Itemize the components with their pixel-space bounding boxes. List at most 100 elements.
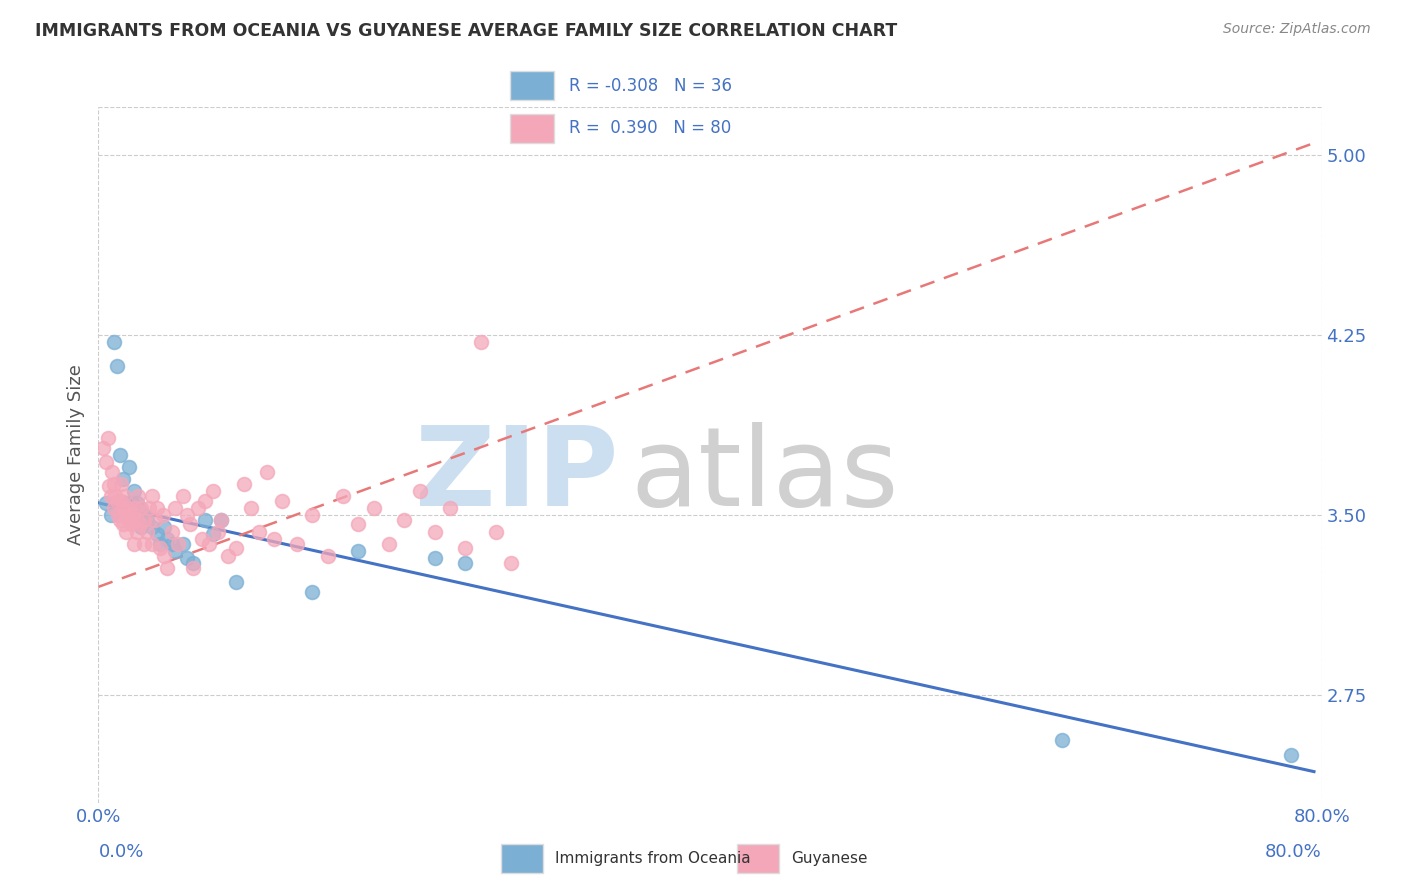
Point	[122, 537, 145, 551]
Point	[121, 508, 143, 522]
Point	[225, 541, 247, 556]
Point	[100, 508, 122, 522]
Point	[1279, 747, 1302, 762]
Point	[160, 537, 183, 551]
Point	[270, 493, 292, 508]
Point	[202, 527, 225, 541]
Point	[423, 524, 446, 539]
Point	[110, 476, 132, 491]
Point	[118, 500, 141, 515]
Point	[347, 517, 370, 532]
Point	[209, 513, 232, 527]
Point	[163, 544, 186, 558]
Point	[128, 517, 150, 532]
Point	[153, 520, 176, 534]
Point	[122, 483, 145, 498]
Point	[105, 359, 128, 373]
Point	[439, 500, 461, 515]
Point	[202, 483, 225, 498]
Point	[167, 537, 190, 551]
Point	[187, 500, 209, 515]
Point	[129, 500, 152, 515]
Text: 0.0%: 0.0%	[98, 843, 143, 861]
Point	[136, 513, 159, 527]
FancyBboxPatch shape	[737, 844, 779, 873]
Point	[110, 493, 132, 508]
Point	[152, 508, 174, 522]
Point	[108, 448, 131, 462]
FancyBboxPatch shape	[510, 114, 554, 143]
Point	[454, 556, 477, 570]
Point	[111, 472, 134, 486]
Text: IMMIGRANTS FROM OCEANIA VS GUYANESE AVERAGE FAMILY SIZE CORRELATION CHART: IMMIGRANTS FROM OCEANIA VS GUYANESE AVER…	[35, 22, 897, 40]
Point	[111, 517, 134, 532]
Point	[181, 556, 204, 570]
Point	[263, 532, 285, 546]
Point	[347, 544, 370, 558]
Point	[194, 513, 217, 527]
Point	[107, 508, 129, 522]
Point	[176, 551, 198, 566]
Point	[149, 537, 172, 551]
Point	[301, 508, 323, 522]
Text: Immigrants from Oceania: Immigrants from Oceania	[555, 851, 751, 866]
Point	[125, 513, 148, 527]
Point	[125, 524, 148, 539]
FancyBboxPatch shape	[510, 71, 554, 100]
Point	[115, 496, 138, 510]
Text: ZIP: ZIP	[415, 422, 619, 529]
Point	[256, 465, 278, 479]
Point	[118, 459, 141, 474]
Point	[91, 441, 114, 455]
Point	[408, 483, 430, 498]
Point	[129, 520, 152, 534]
Point	[118, 513, 141, 527]
Point	[172, 537, 194, 551]
Text: atlas: atlas	[630, 422, 898, 529]
Point	[145, 500, 167, 515]
Point	[172, 489, 194, 503]
Point	[112, 489, 135, 503]
Point	[125, 496, 148, 510]
Point	[454, 541, 477, 556]
Point	[225, 575, 247, 590]
Point	[134, 508, 156, 522]
Point	[94, 455, 117, 469]
Point	[97, 431, 120, 445]
Point	[141, 489, 163, 503]
Point	[101, 465, 124, 479]
Point	[103, 500, 125, 515]
Point	[134, 537, 156, 551]
Point	[485, 524, 508, 539]
Point	[105, 493, 128, 508]
Point	[163, 500, 186, 515]
Point	[316, 549, 339, 563]
Text: R =  0.390   N = 80: R = 0.390 N = 80	[569, 120, 731, 137]
Point	[153, 549, 176, 563]
Point	[136, 524, 159, 539]
Point	[111, 500, 134, 515]
FancyBboxPatch shape	[501, 844, 543, 873]
Point	[247, 524, 270, 539]
Point	[134, 513, 156, 527]
Point	[232, 476, 254, 491]
Point	[124, 500, 146, 515]
Point	[181, 560, 204, 574]
Point	[160, 524, 183, 539]
Point	[103, 335, 125, 350]
Point	[141, 520, 163, 534]
Point	[115, 508, 138, 522]
Point	[179, 517, 201, 532]
Point	[149, 541, 172, 556]
Point	[240, 500, 263, 515]
Point	[501, 556, 523, 570]
Point	[1050, 733, 1073, 747]
Point	[156, 560, 179, 574]
Point	[115, 524, 138, 539]
Point	[115, 508, 138, 522]
Point	[94, 496, 117, 510]
Point	[145, 527, 167, 541]
Point	[98, 479, 121, 493]
Point	[120, 517, 142, 532]
Point	[103, 476, 125, 491]
